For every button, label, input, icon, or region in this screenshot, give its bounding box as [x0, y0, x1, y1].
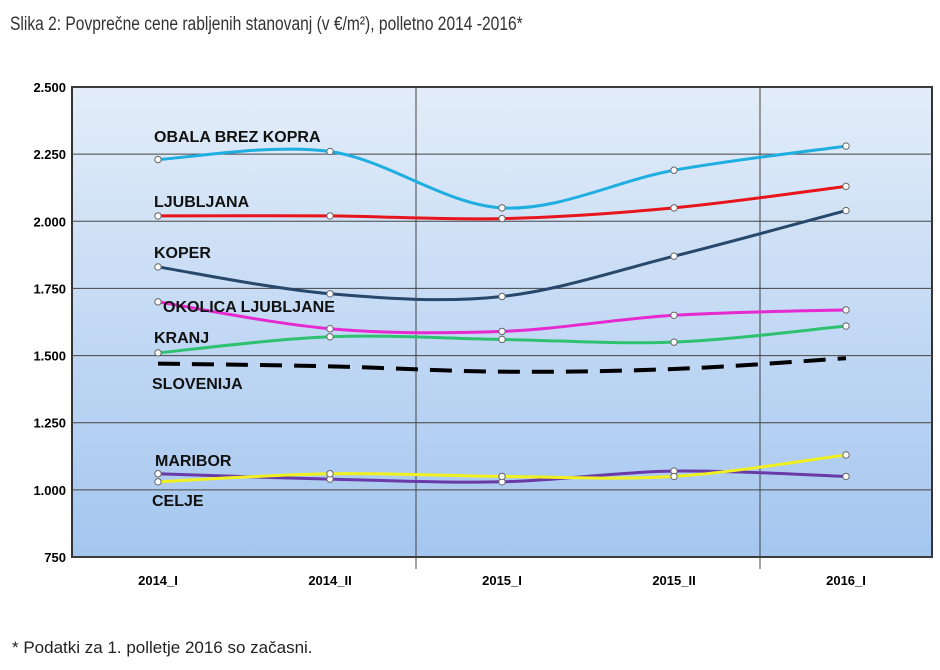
- series-label-kranj: KRANJ: [154, 330, 209, 347]
- data-point-koper: [498, 292, 506, 301]
- data-point-ljubljana: [154, 212, 162, 220]
- data-point-ljubljana: [842, 182, 850, 191]
- x-tick-label: 2016_I: [826, 573, 866, 588]
- x-tick-label: 2015_I: [482, 573, 522, 588]
- data-point-celje: [154, 478, 162, 486]
- footnote: * Podatki za 1. polletje 2016 so začasni…: [12, 638, 313, 657]
- data-point-ljubljana: [326, 212, 334, 220]
- data-point-okolica-ljubljane: [154, 298, 162, 306]
- series-label-maribor: MARIBOR: [155, 453, 232, 470]
- series-label-ljubljana: LJUBLJANA: [154, 194, 250, 211]
- data-point-koper: [326, 290, 334, 298]
- chart-title: Slika 2: Povprečne cene rabljenih stanov…: [10, 14, 523, 35]
- data-point-maribor: [842, 472, 850, 481]
- y-tick-label: 2.250: [33, 147, 66, 162]
- data-point-maribor: [154, 470, 162, 478]
- series-label-obala-brez-kopra: OBALA BREZ KOPRA: [154, 129, 321, 146]
- data-point-kranj: [326, 333, 334, 341]
- data-point-obala-brez-kopra: [842, 142, 850, 150]
- plot-area: [71, 86, 933, 558]
- data-point-okolica-ljubljane: [842, 306, 850, 314]
- y-tick-label: 2.000: [33, 214, 66, 229]
- data-point-okolica-ljubljane: [326, 325, 334, 333]
- data-point-celje: [842, 451, 850, 459]
- x-tick-label: 2014_I: [138, 573, 178, 588]
- data-point-ljubljana: [670, 204, 678, 212]
- data-point-koper: [670, 252, 678, 260]
- data-point-ljubljana: [498, 214, 506, 223]
- data-point-kranj: [154, 349, 162, 357]
- data-point-celje: [326, 470, 334, 478]
- x-tick-label: 2014_II: [308, 573, 351, 588]
- data-point-okolica-ljubljane: [670, 311, 678, 319]
- y-tick-label: 1.500: [33, 349, 66, 364]
- y-tick-label: 750: [44, 550, 66, 565]
- series-label-slovenija: SLOVENIJA: [152, 376, 243, 393]
- series-line-slovenija: [157, 356, 847, 374]
- data-point-obala-brez-kopra: [498, 204, 506, 212]
- data-point-koper: [154, 263, 162, 271]
- line-chart: 750 1.000 1.250 1.500 1.750 2.000 2.250 2.500 20…: [33, 80, 933, 588]
- data-point-koper: [842, 206, 850, 215]
- data-point-okolica-ljubljane: [498, 327, 506, 336]
- data-point-celje: [670, 472, 678, 481]
- data-point-obala-brez-kopra: [154, 155, 162, 164]
- y-tick-label: 1.000: [33, 483, 66, 498]
- data-point-obala-brez-kopra: [670, 166, 678, 174]
- series-label-koper: KOPER: [154, 245, 211, 262]
- y-tick-label: 1.250: [33, 416, 66, 431]
- data-point-kranj: [670, 338, 678, 346]
- y-tick-label: 2.500: [33, 80, 66, 95]
- data-point-kranj: [498, 335, 506, 344]
- data-point-obala-brez-kopra: [326, 147, 334, 156]
- series-label-okolica-ljubljane: OKOLICA LJUBLJANE: [163, 299, 335, 316]
- x-tick-label: 2015_II: [652, 573, 695, 588]
- data-point-kranj: [842, 322, 850, 330]
- series-label-celje: CELJE: [152, 493, 204, 510]
- y-tick-label: 1.750: [33, 281, 66, 296]
- data-point-celje: [498, 472, 506, 481]
